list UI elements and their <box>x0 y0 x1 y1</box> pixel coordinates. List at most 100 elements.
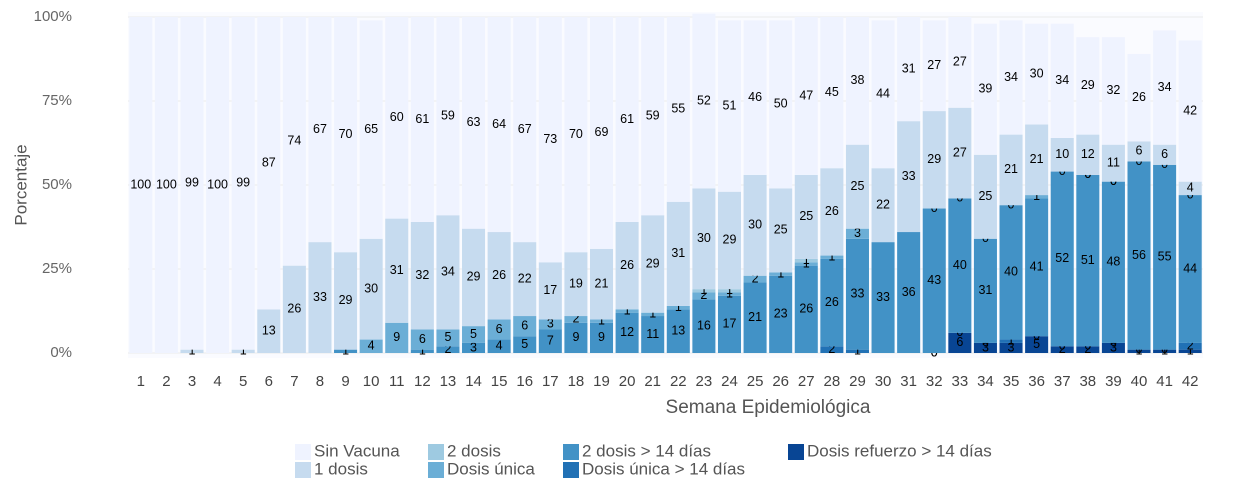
data-label: 26 <box>799 302 813 316</box>
data-label: 40 <box>953 258 967 272</box>
legend-swatch <box>563 444 579 460</box>
data-label: 40 <box>1004 265 1018 279</box>
data-label: 31 <box>978 283 992 297</box>
data-label: 26 <box>825 295 839 309</box>
bar-segment <box>180 349 204 353</box>
data-label: 1 <box>803 256 810 270</box>
data-label: 6 <box>419 332 426 346</box>
x-tick-label: 21 <box>644 373 661 390</box>
data-label: 22 <box>876 197 890 211</box>
bar-segment <box>641 215 665 313</box>
data-label: 73 <box>543 132 557 146</box>
data-label: 26 <box>620 258 634 272</box>
bar-segment <box>487 17 511 233</box>
data-label: 26 <box>492 268 506 282</box>
data-label: 1 <box>419 344 426 358</box>
bar-segment <box>1127 53 1151 142</box>
data-label: 21 <box>748 310 762 324</box>
bar-segment <box>1127 161 1151 350</box>
data-label: 1 <box>624 303 631 317</box>
data-label: 29 <box>927 152 941 166</box>
data-label: 1 <box>240 344 247 358</box>
x-tick-label: 42 <box>1182 373 1199 390</box>
legend-swatch <box>295 462 311 478</box>
bar-segment <box>513 336 537 353</box>
bar-segment <box>538 262 562 320</box>
data-label: 51 <box>1081 253 1095 267</box>
data-label: 1 <box>189 344 196 358</box>
bar-segment <box>1178 181 1202 196</box>
legend-label: Sin Vacuna <box>314 441 400 460</box>
data-label: 1 <box>828 250 835 264</box>
bar-segment <box>769 188 793 273</box>
x-tick-label: 9 <box>341 373 349 390</box>
bar-segment <box>487 339 511 353</box>
bar-segment <box>692 299 716 353</box>
bar-segment <box>948 107 972 199</box>
data-label: 56 <box>1132 248 1146 262</box>
bar-segment <box>385 322 409 353</box>
bar-segment <box>1076 174 1100 347</box>
bar-segment <box>462 228 486 327</box>
bar-segment <box>922 208 946 353</box>
data-label: 31 <box>902 61 916 75</box>
data-label: 1 <box>1033 189 1040 203</box>
data-label: 29 <box>1081 78 1095 92</box>
bar-segment <box>820 255 844 259</box>
bar-segment <box>794 174 818 259</box>
x-tick-label: 10 <box>363 373 380 390</box>
data-label: 29 <box>646 256 660 270</box>
bar-segment <box>692 292 716 300</box>
data-label: 60 <box>390 110 404 124</box>
data-label: 1 <box>1008 334 1015 348</box>
bar-segment <box>641 312 665 317</box>
x-tick-label: 18 <box>568 373 585 390</box>
x-tick-label: 4 <box>213 373 221 390</box>
bar-segment <box>897 232 921 353</box>
x-tick-label: 16 <box>516 373 533 390</box>
x-tick-label: 14 <box>465 373 482 390</box>
data-label: 5 <box>521 337 528 351</box>
bar-segment <box>1076 134 1100 175</box>
data-label: 25 <box>851 179 865 193</box>
data-label: 74 <box>287 134 301 148</box>
bar-segment <box>948 17 972 108</box>
bar-segment <box>513 17 537 243</box>
data-label: 22 <box>518 271 532 285</box>
bar-segment <box>334 252 358 350</box>
y-tick-label: 25% <box>42 260 72 277</box>
data-label: 69 <box>595 125 609 139</box>
bar-segment <box>820 17 844 169</box>
data-label: 45 <box>825 85 839 99</box>
x-tick-label: 25 <box>747 373 764 390</box>
data-label: 67 <box>518 122 532 136</box>
data-label: 34 <box>1004 70 1018 84</box>
bar-segment <box>359 20 383 239</box>
data-label: 21 <box>1004 162 1018 176</box>
data-label: 3 <box>547 317 554 331</box>
data-label: 29 <box>339 293 353 307</box>
bar-segment <box>743 282 767 353</box>
bar-segment <box>282 17 306 266</box>
data-label: 33 <box>313 290 327 304</box>
bar-segment <box>154 17 178 353</box>
x-tick-label: 8 <box>316 373 324 390</box>
bar-segment <box>1178 342 1202 350</box>
data-label: 51 <box>723 98 737 112</box>
bar-segment <box>717 295 742 353</box>
x-tick-label: 39 <box>1105 373 1122 390</box>
x-tick-label: 5 <box>239 373 247 390</box>
bar-segment <box>1178 349 1202 353</box>
x-tick-label: 32 <box>926 373 943 390</box>
bar-segment <box>308 242 332 353</box>
x-tick-label: 3 <box>188 373 196 390</box>
bar-segment <box>897 17 921 122</box>
bar-segment <box>385 17 409 219</box>
data-label: 34 <box>441 265 455 279</box>
data-label: 23 <box>774 307 788 321</box>
data-label: 39 <box>978 82 992 96</box>
data-label: 10 <box>1055 147 1069 161</box>
bar-segment <box>538 17 562 263</box>
data-label: 3 <box>1110 340 1117 354</box>
bar-segment <box>973 154 997 239</box>
